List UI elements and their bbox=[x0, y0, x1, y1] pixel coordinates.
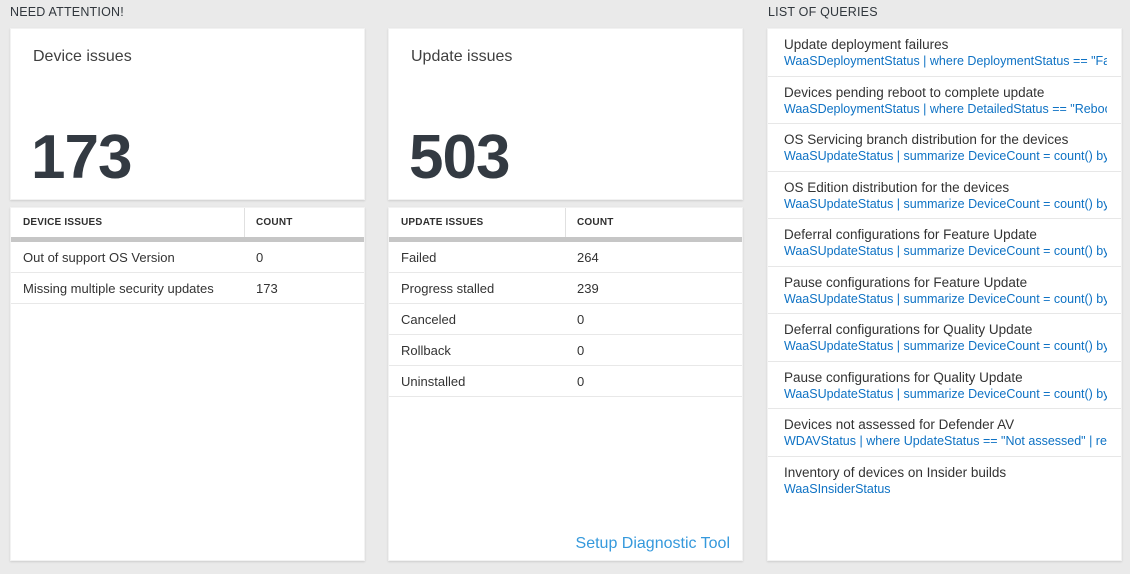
update-issues-title: Update issues bbox=[411, 48, 513, 65]
query-title: Inventory of devices on Insider builds bbox=[784, 464, 1007, 480]
device-issues-table-header: DEVICE ISSUES COUNT bbox=[11, 208, 364, 237]
row-label: Progress stalled bbox=[401, 280, 495, 296]
query-list-section-label: LIST OF QUERIES bbox=[768, 5, 878, 19]
query-code: WaaSUpdateStatus | summarize DeviceCount… bbox=[784, 291, 1107, 306]
query-item-devices-not-assessed-defender[interactable]: Devices not assessed for Defender AV WDA… bbox=[768, 409, 1121, 457]
row-count: 173 bbox=[256, 280, 278, 296]
query-item-pause-quality-update[interactable]: Pause configurations for Quality Update … bbox=[768, 362, 1121, 409]
query-title: Update deployment failures bbox=[784, 37, 949, 52]
query-item-os-servicing-branch[interactable]: OS Servicing branch distribution for the… bbox=[768, 124, 1121, 172]
grid-header-divider bbox=[11, 237, 364, 242]
row-count: 0 bbox=[256, 249, 264, 265]
row-label: Failed bbox=[401, 249, 437, 265]
query-title: Devices pending reboot to complete updat… bbox=[784, 84, 1045, 100]
table-row-progress-stalled[interactable]: Progress stalled 239 bbox=[389, 273, 742, 304]
query-item-deferral-feature-update[interactable]: Deferral configurations for Feature Upda… bbox=[768, 219, 1121, 267]
row-label: Uninstalled bbox=[401, 373, 466, 389]
query-title: Pause configurations for Feature Update bbox=[784, 274, 1028, 290]
setup-diagnostic-tool-link[interactable]: Setup Diagnostic Tool bbox=[575, 535, 730, 552]
row-label: Canceled bbox=[401, 311, 456, 327]
row-count: 264 bbox=[577, 249, 599, 265]
table-row-failed[interactable]: Failed 264 bbox=[389, 242, 742, 273]
table-row-out-of-support-os[interactable]: Out of support OS Version 0 bbox=[11, 242, 364, 273]
query-item-devices-pending-reboot[interactable]: Devices pending reboot to complete updat… bbox=[768, 77, 1121, 124]
update-issues-count: 503 bbox=[409, 123, 510, 192]
update-issues-tile[interactable]: Update issues 503 bbox=[388, 28, 743, 200]
query-title: Pause configurations for Quality Update bbox=[784, 369, 1023, 385]
query-item-os-edition-distribution[interactable]: OS Edition distribution for the devices … bbox=[768, 172, 1121, 219]
table-row-rollback[interactable]: Rollback 0 bbox=[389, 335, 742, 366]
column-header-device-issues: DEVICE ISSUES bbox=[11, 208, 245, 237]
row-count: 0 bbox=[577, 342, 585, 358]
query-code: WaaSUpdateStatus | summarize DeviceCount… bbox=[784, 149, 1107, 163]
query-title: Deferral configurations for Feature Upda… bbox=[784, 227, 1037, 242]
device-issues-tile[interactable]: Device issues 173 bbox=[10, 28, 365, 200]
column-header-update-issues: UPDATE ISSUES bbox=[389, 208, 566, 237]
query-code: WaaSDeploymentStatus | where DeploymentS… bbox=[784, 54, 1107, 68]
query-item-inventory-insider-builds[interactable]: Inventory of devices on Insider builds W… bbox=[768, 457, 1121, 505]
query-item-update-deployment-failures[interactable]: Update deployment failures WaaSDeploymen… bbox=[768, 29, 1121, 77]
row-label: Rollback bbox=[401, 342, 451, 358]
query-code: WaaSDeploymentStatus | where DetailedSta… bbox=[784, 101, 1107, 116]
row-label: Out of support OS Version bbox=[23, 249, 175, 265]
query-title: OS Servicing branch distribution for the… bbox=[784, 132, 1069, 147]
device-issues-title: Device issues bbox=[33, 48, 132, 65]
query-code: WaaSUpdateStatus | summarize DeviceCount… bbox=[784, 386, 1107, 401]
row-label: Missing multiple security updates bbox=[23, 280, 214, 296]
device-issues-table: DEVICE ISSUES COUNT Out of support OS Ve… bbox=[10, 207, 365, 561]
query-list-panel: Update deployment failures WaaSDeploymen… bbox=[767, 28, 1122, 561]
update-issues-table-header: UPDATE ISSUES COUNT bbox=[389, 208, 742, 237]
table-row-uninstalled[interactable]: Uninstalled 0 bbox=[389, 366, 742, 397]
grid-header-divider bbox=[389, 237, 742, 242]
row-count: 0 bbox=[577, 311, 585, 327]
query-code: WaaSUpdateStatus | summarize DeviceCount… bbox=[784, 196, 1107, 211]
query-item-pause-feature-update[interactable]: Pause configurations for Feature Update … bbox=[768, 267, 1121, 314]
update-issues-table: UPDATE ISSUES COUNT Failed 264 Progress … bbox=[388, 207, 743, 561]
query-title: Devices not assessed for Defender AV bbox=[784, 417, 1015, 432]
row-count: 239 bbox=[577, 280, 599, 296]
row-count: 0 bbox=[577, 373, 585, 389]
column-header-count: COUNT bbox=[577, 217, 614, 228]
query-code: WaaSInsiderStatus bbox=[784, 481, 891, 496]
query-item-deferral-quality-update[interactable]: Deferral configurations for Quality Upda… bbox=[768, 314, 1121, 362]
query-code: WDAVStatus | where UpdateStatus == "Not … bbox=[784, 434, 1107, 448]
column-header-count: COUNT bbox=[256, 217, 293, 228]
query-code: WaaSUpdateStatus | summarize DeviceCount… bbox=[784, 244, 1107, 258]
table-row-missing-security-updates[interactable]: Missing multiple security updates 173 bbox=[11, 273, 364, 304]
device-issues-count: 173 bbox=[31, 123, 132, 192]
need-attention-section-label: NEED ATTENTION! bbox=[10, 5, 124, 19]
table-row-canceled[interactable]: Canceled 0 bbox=[389, 304, 742, 335]
query-code: WaaSUpdateStatus | summarize DeviceCount… bbox=[784, 339, 1107, 353]
query-title: OS Edition distribution for the devices bbox=[784, 179, 1010, 195]
query-title: Deferral configurations for Quality Upda… bbox=[784, 322, 1033, 337]
